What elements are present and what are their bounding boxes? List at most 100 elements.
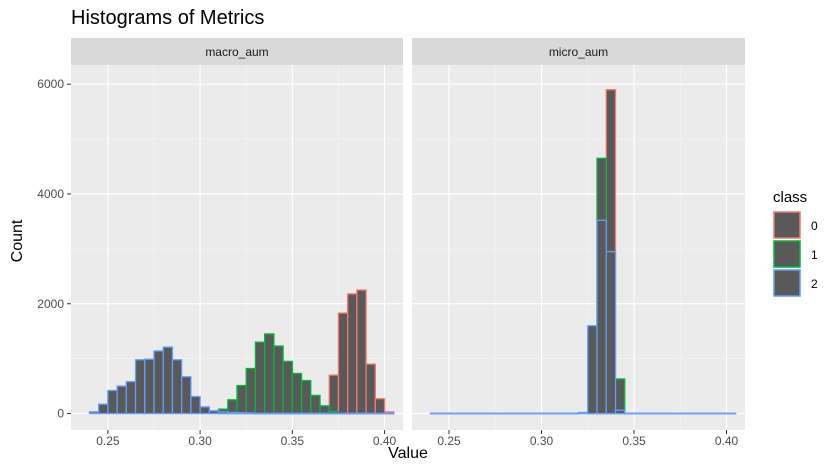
histogram-bar	[125, 381, 137, 415]
histogram-bar	[522, 412, 533, 415]
histogram-bar	[531, 412, 543, 415]
histogram-bar	[227, 411, 238, 415]
x-tick-label: 0.35	[281, 434, 305, 448]
histogram-bar	[494, 412, 506, 415]
histogram-bar	[429, 412, 441, 415]
histogram-bar	[162, 346, 174, 415]
histogram-bar	[698, 412, 709, 415]
panel-background	[412, 65, 745, 430]
histogram-bar	[245, 412, 257, 415]
histogram-bar	[365, 363, 376, 415]
histogram-bar	[716, 412, 728, 415]
series-class-2	[88, 346, 395, 415]
histogram-bar	[227, 399, 238, 415]
histogram-bar	[457, 412, 469, 415]
histogram-bar	[614, 409, 626, 415]
facet-strip	[71, 38, 403, 65]
histogram-bar	[181, 376, 192, 415]
facet-panel-micro_aum: micro_aum 0.25 0.30 0.35 0.40	[412, 38, 745, 448]
histogram-bar	[337, 312, 349, 415]
histogram-bar	[300, 412, 312, 415]
histogram-bar	[236, 384, 247, 415]
histogram-bar	[661, 412, 672, 415]
histogram-bar	[383, 412, 395, 415]
x-axis-title: Value	[388, 445, 428, 462]
legend: class 0 1 2	[773, 189, 818, 297]
histogram-bar	[98, 403, 109, 415]
histogram-bar	[328, 412, 340, 415]
histogram-bar	[319, 405, 330, 415]
histogram-bar	[374, 412, 386, 415]
histogram-bar	[550, 412, 561, 415]
facet-panel-macro_aum: macro_aum 0.25 0.30 0.35 0.40	[71, 38, 403, 448]
histogram-bar	[347, 412, 358, 415]
histogram-bar	[476, 412, 487, 415]
histogram-bar	[540, 412, 552, 415]
legend-label-2: 2	[811, 277, 818, 291]
histogram-bar	[245, 367, 257, 415]
histogram-bar	[217, 411, 229, 415]
histogram-bar	[116, 385, 127, 415]
histogram-bar	[614, 378, 626, 415]
histogram-bar	[282, 360, 293, 415]
chart-title: Histograms of Metrics	[71, 7, 264, 29]
histogram-bar	[310, 412, 321, 415]
histogram-bar	[273, 345, 284, 415]
y-axis-title: Count	[9, 219, 26, 262]
legend-label-1: 1	[811, 248, 818, 262]
histogram-bar	[337, 412, 349, 415]
histogram-bar	[513, 412, 524, 415]
facet-strip	[412, 38, 745, 65]
histogram-bar	[208, 410, 220, 415]
x-tick-label: 0.30	[530, 434, 554, 448]
histogram-bar	[171, 359, 183, 415]
legend-key-2	[773, 269, 801, 297]
legend-key-0	[773, 211, 801, 239]
histogram-bar	[577, 411, 589, 415]
histogram-bar	[107, 389, 118, 415]
legend-label-0: 0	[811, 219, 818, 233]
series-class-2	[429, 219, 737, 415]
histogram-bar	[153, 350, 164, 415]
histogram-bar	[587, 325, 598, 415]
histogram-bar	[688, 412, 700, 415]
histogram-bar	[254, 412, 266, 415]
histogram-bar	[134, 359, 146, 415]
histogram-bar	[282, 412, 293, 415]
histogram-bar	[605, 250, 617, 415]
histogram-bar	[466, 412, 478, 415]
histogram-bar	[679, 412, 691, 415]
facet-strip-label: micro_aum	[549, 45, 608, 59]
histogram-bar	[356, 412, 367, 415]
y-tick-label: 0	[57, 407, 64, 421]
histogram-bar	[439, 412, 450, 415]
histogram-bar	[642, 412, 654, 415]
histogram-bar	[254, 341, 266, 415]
histogram-bar	[199, 406, 210, 415]
facet-strip-label: macro_aum	[205, 45, 268, 59]
histogram-bar	[725, 412, 737, 415]
x-tick-label: 0.40	[715, 434, 739, 448]
x-tick-label: 0.25	[437, 434, 461, 448]
histogram-bar	[568, 412, 580, 415]
histogram-bar	[236, 412, 247, 415]
x-tick-label: 0.40	[373, 434, 397, 448]
histogram-bar	[144, 358, 155, 415]
histogram-bar	[448, 412, 459, 415]
histogram-bar	[485, 412, 496, 415]
histogram-bar	[624, 412, 635, 415]
histogram-bar	[596, 219, 607, 415]
histogram-bar	[273, 412, 284, 415]
histogram-bar	[291, 372, 303, 415]
histogram-bar	[310, 394, 321, 415]
histogram-bar	[633, 412, 644, 415]
histogram-bar	[264, 412, 275, 415]
histogram-bar	[328, 374, 340, 415]
histogram-bar	[374, 398, 386, 415]
x-tick-label: 0.25	[96, 434, 120, 448]
y-tick-label: 2000	[37, 297, 64, 311]
histogram-bar	[319, 412, 330, 415]
legend-key-1	[773, 240, 801, 268]
histogram-bar	[88, 411, 100, 415]
